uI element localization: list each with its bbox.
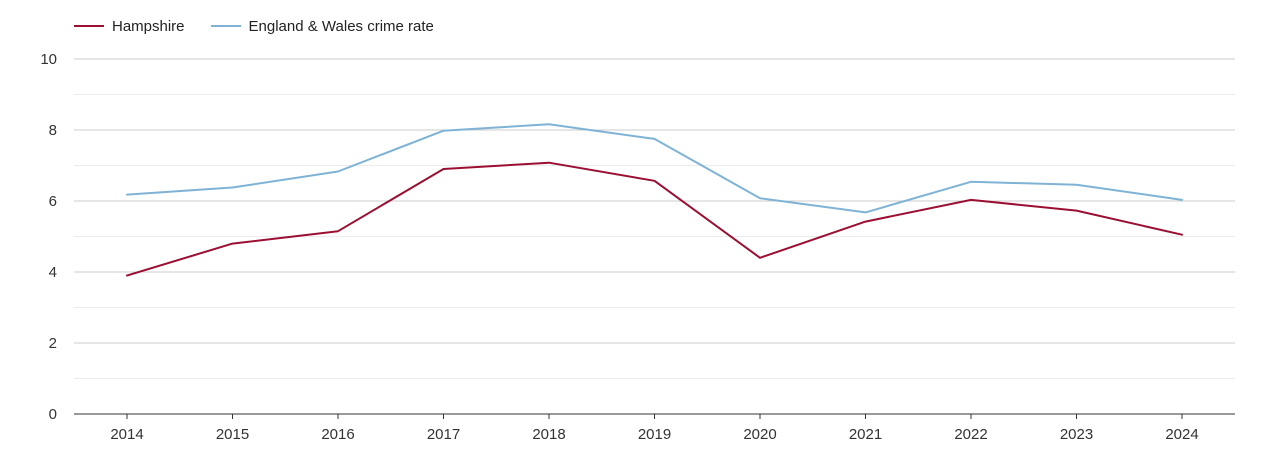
y-tick-label: 0 — [49, 406, 57, 423]
series-lines — [123, 120, 1186, 280]
data-point-hampshire[interactable] — [967, 196, 975, 204]
grid-lines — [74, 58, 1235, 379]
data-point-england-wales[interactable] — [651, 135, 659, 143]
data-point-hampshire[interactable] — [229, 240, 237, 248]
data-point-hampshire[interactable] — [756, 254, 764, 262]
legend-item-hampshire[interactable]: Hampshire — [74, 18, 185, 35]
y-tick-label: 8 — [49, 122, 57, 139]
data-point-england-wales[interactable] — [545, 120, 553, 128]
x-tick-label: 2019 — [638, 426, 671, 443]
y-tick-label: 10 — [40, 51, 57, 68]
legend-label-hampshire: Hampshire — [112, 17, 185, 35]
y-axis-ticks: 0 2 4 6 8 10 — [40, 51, 57, 423]
data-point-england-wales[interactable] — [1073, 181, 1081, 189]
data-point-hampshire[interactable] — [862, 218, 870, 226]
x-tick-label: 2017 — [427, 426, 460, 443]
legend-swatch-england-wales — [210, 25, 241, 27]
legend-swatch-hampshire — [74, 25, 104, 27]
data-point-england-wales[interactable] — [440, 127, 448, 135]
series-line-hampshire[interactable] — [126, 161, 1183, 277]
data-point-england-wales[interactable] — [967, 178, 975, 186]
chart-legend: Hampshire England & Wales crime rate — [74, 16, 434, 36]
x-tick-label: 2015 — [216, 426, 249, 443]
y-tick-label: 2 — [49, 335, 57, 352]
data-point-england-wales[interactable] — [756, 194, 764, 202]
data-point-hampshire[interactable] — [440, 165, 448, 173]
x-tick-label: 2022 — [954, 426, 987, 443]
x-tick-label: 2023 — [1060, 426, 1093, 443]
x-tick-label: 2020 — [743, 426, 776, 443]
data-point-hampshire[interactable] — [651, 177, 659, 185]
data-point-hampshire[interactable] — [1178, 231, 1186, 239]
x-axis: 2014 2015 2016 2017 2018 2019 2020 2021 2022 2023… — [74, 413, 1235, 443]
data-point-england-wales[interactable] — [1178, 196, 1186, 204]
data-point-hampshire[interactable] — [123, 272, 131, 280]
data-point-hampshire[interactable] — [1073, 207, 1081, 215]
y-tick-label: 6 — [49, 193, 57, 210]
legend-item-england-wales[interactable]: England & Wales crime rate — [210, 17, 434, 35]
y-tick-label: 4 — [49, 264, 57, 281]
data-point-hampshire[interactable] — [545, 159, 553, 167]
x-tick-label: 2024 — [1165, 426, 1198, 443]
x-tick-label: 2016 — [321, 426, 354, 443]
data-point-england-wales[interactable] — [862, 208, 870, 216]
x-tick-label: 2021 — [849, 426, 882, 443]
data-point-england-wales[interactable] — [229, 184, 237, 192]
data-point-england-wales[interactable] — [123, 191, 131, 199]
data-point-hampshire[interactable] — [334, 227, 342, 235]
data-point-england-wales[interactable] — [334, 168, 342, 176]
x-tick-label: 2018 — [532, 426, 565, 443]
series-line-england-wales[interactable] — [126, 123, 1183, 214]
legend-label-england-wales: England & Wales crime rate — [248, 17, 434, 35]
x-tick-label: 2014 — [110, 426, 143, 443]
